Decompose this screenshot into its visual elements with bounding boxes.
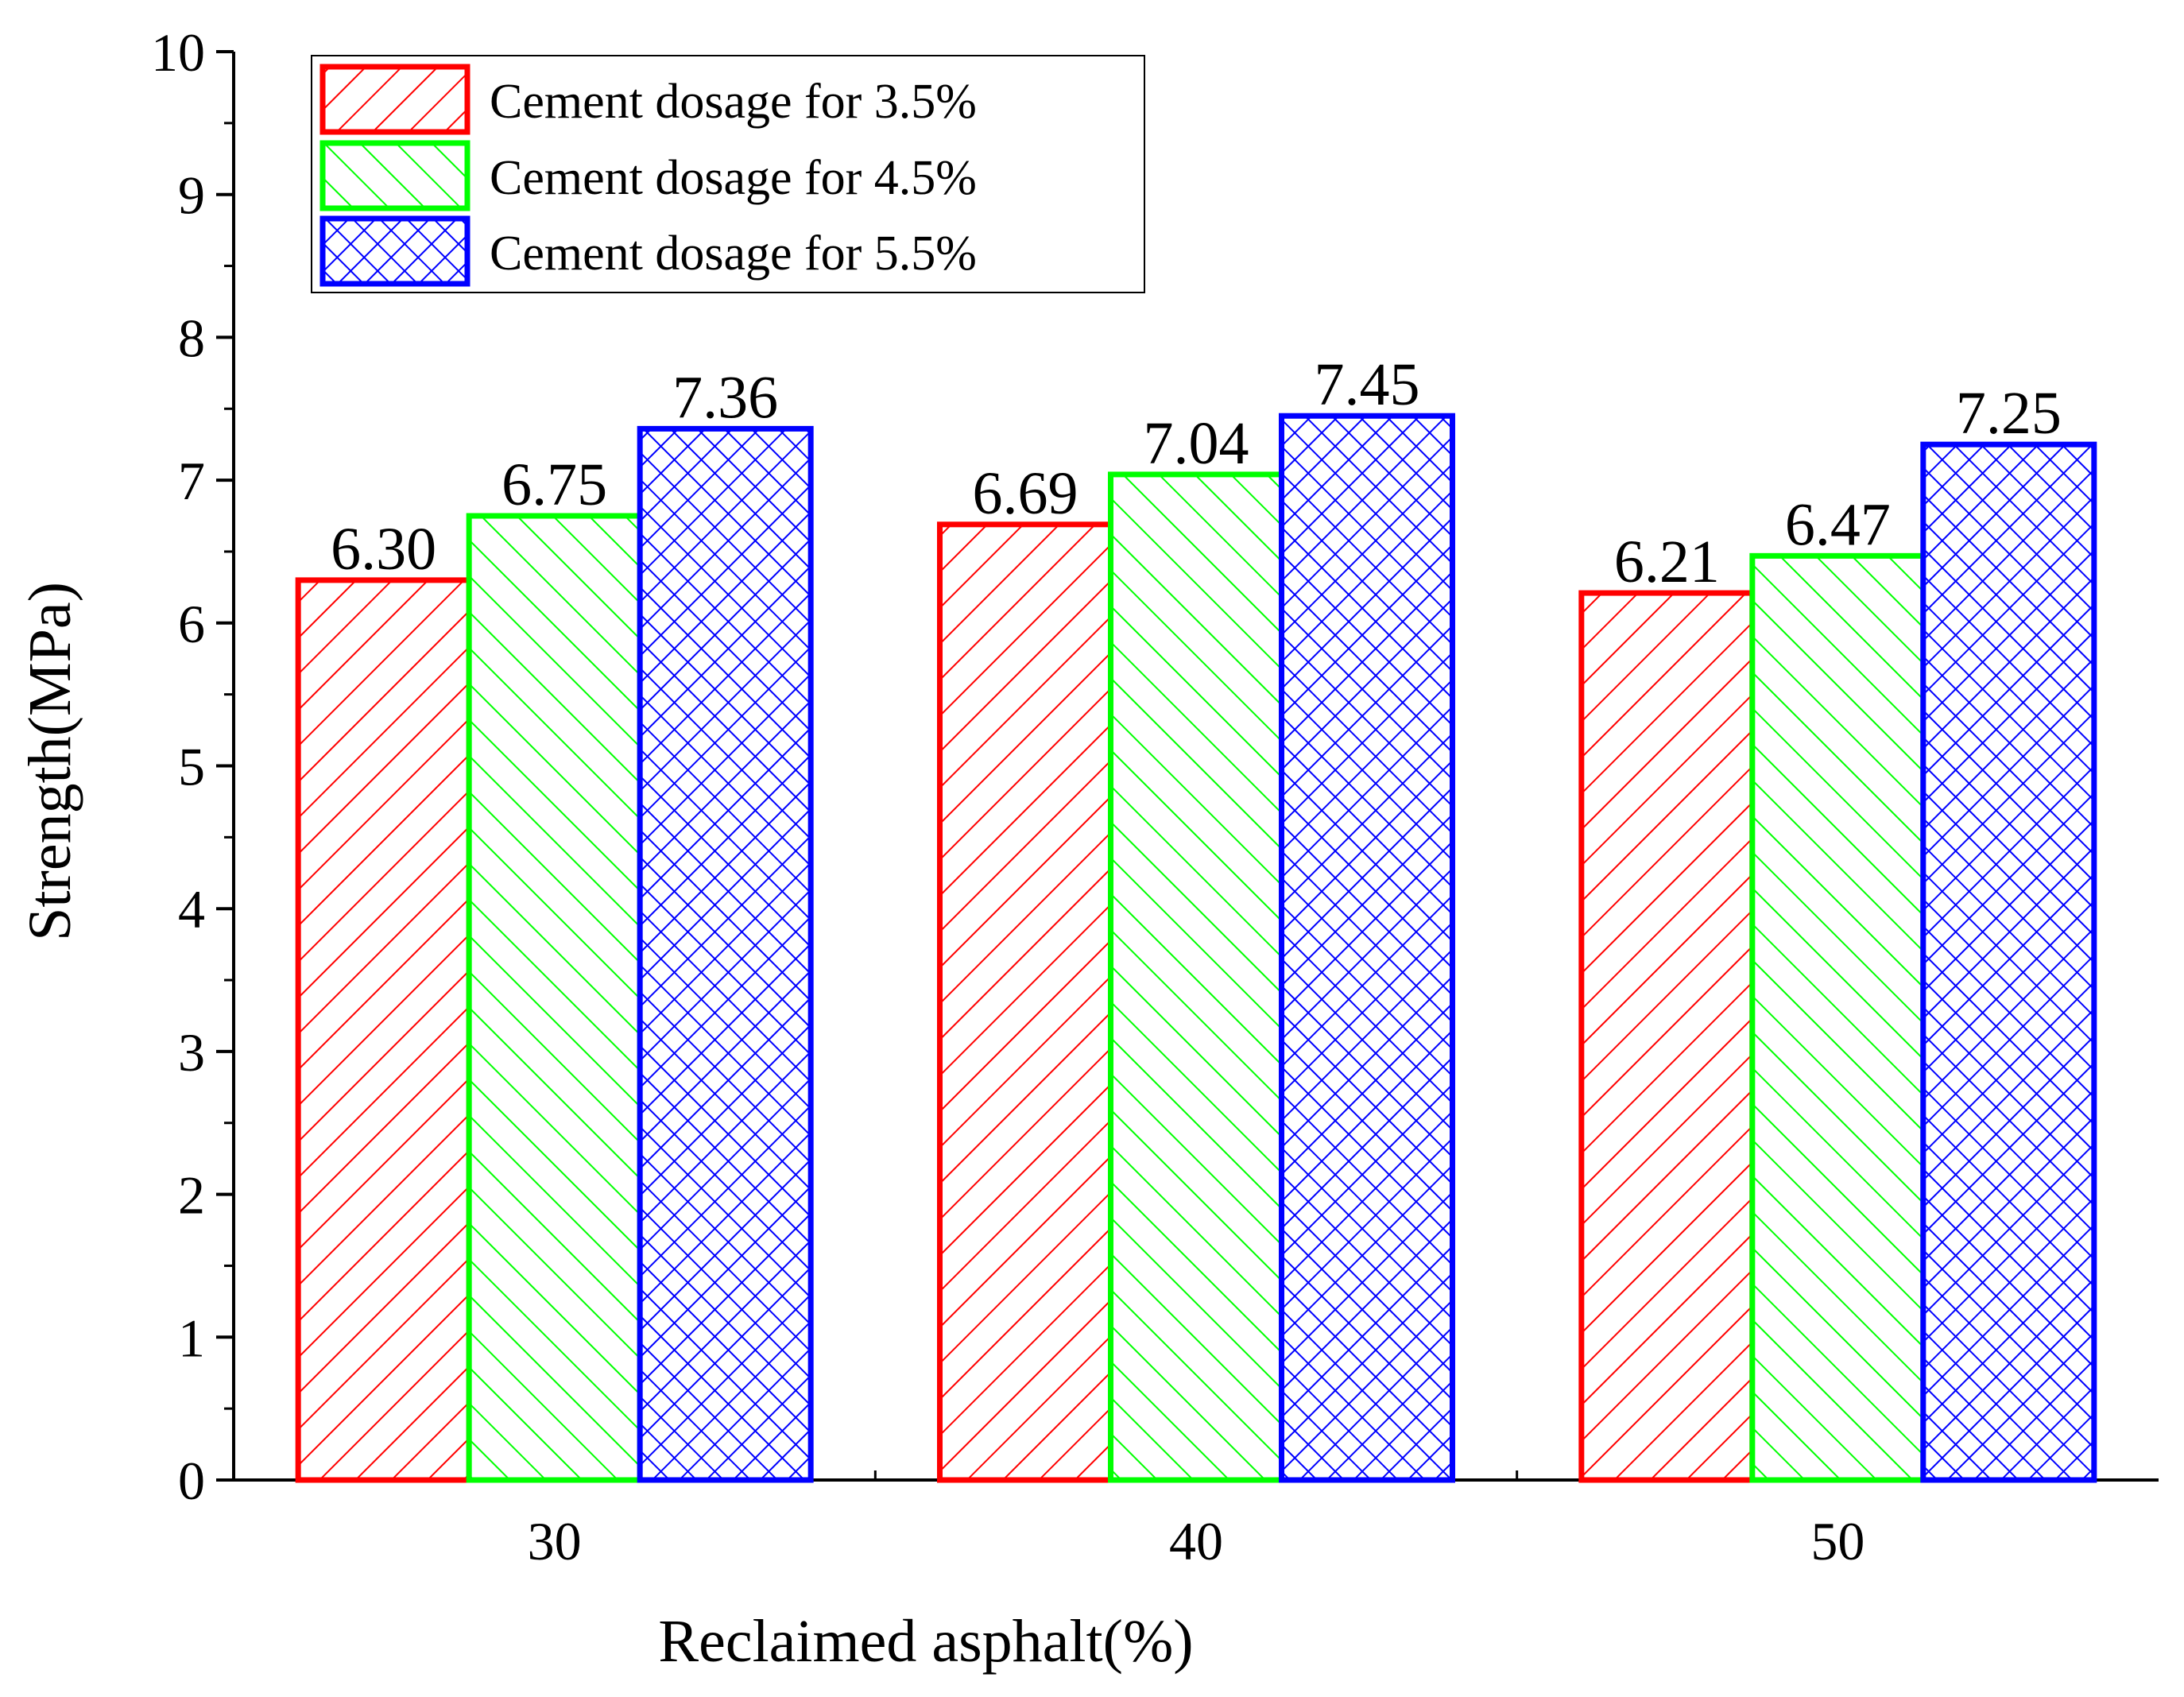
- legend-swatch-4-5: [319, 140, 470, 211]
- y-tick-label: 3: [178, 1022, 205, 1083]
- y-tick-label: 0: [178, 1451, 205, 1511]
- data-labels: 6.30 6.69 6.21 6.75 7.04 6.47 7.36 7.45 7.25: [331, 351, 2062, 595]
- data-label: 7.45: [1315, 351, 1420, 418]
- y-tick-label: 8: [178, 308, 205, 368]
- y-tick-label: 10: [151, 22, 205, 83]
- data-label: 6.47: [1785, 491, 1891, 558]
- y-axis-title: Strength(MPa): [17, 582, 83, 941]
- data-label: 7.36: [672, 364, 778, 431]
- x-axis-title: Reclaimed asphalt(%): [658, 1608, 1193, 1675]
- x-tick-label: 50: [1810, 1511, 1865, 1571]
- legend-swatch-3-5: [319, 64, 470, 135]
- data-label: 6.69: [973, 460, 1078, 527]
- bars: [295, 413, 2097, 1483]
- bar: [1108, 471, 1284, 1483]
- bar: [1578, 590, 1756, 1483]
- y-tick-label: 7: [178, 451, 205, 511]
- x-tick-label: 30: [528, 1511, 582, 1571]
- x-tick-label: 40: [1169, 1511, 1223, 1571]
- bar: [466, 513, 643, 1483]
- y-tick-label: 2: [178, 1165, 205, 1226]
- legend-label-3-5: Cement dosage for 3.5%: [490, 75, 977, 129]
- legend: Cement dosage for 3.5% Cement dosage for…: [311, 55, 1145, 293]
- y-tick-label: 1: [178, 1308, 205, 1368]
- y-tick-label: 4: [178, 879, 205, 940]
- bar: [1279, 413, 1455, 1483]
- data-label: 7.25: [1956, 380, 2062, 447]
- bar: [937, 521, 1113, 1483]
- y-tick-label: 6: [178, 594, 205, 654]
- y-tick-label: 5: [178, 737, 205, 797]
- bar: [295, 577, 472, 1483]
- bar: [637, 425, 814, 1483]
- bar: [1749, 552, 1926, 1483]
- legend-label-4-5: Cement dosage for 4.5%: [490, 151, 977, 205]
- y-axis: 0 1 2 3 4 5 6 7 8 9 10: [151, 22, 235, 1511]
- bar: [1920, 441, 2097, 1483]
- y-tick-label: 9: [178, 165, 205, 226]
- data-label: 7.04: [1144, 410, 1249, 477]
- data-label: 6.30: [331, 516, 436, 583]
- legend-label-5-5: Cement dosage for 5.5%: [490, 227, 977, 281]
- data-label: 6.21: [1614, 529, 1720, 595]
- data-label: 6.75: [501, 451, 607, 518]
- legend-swatch-5-5: [319, 215, 470, 287]
